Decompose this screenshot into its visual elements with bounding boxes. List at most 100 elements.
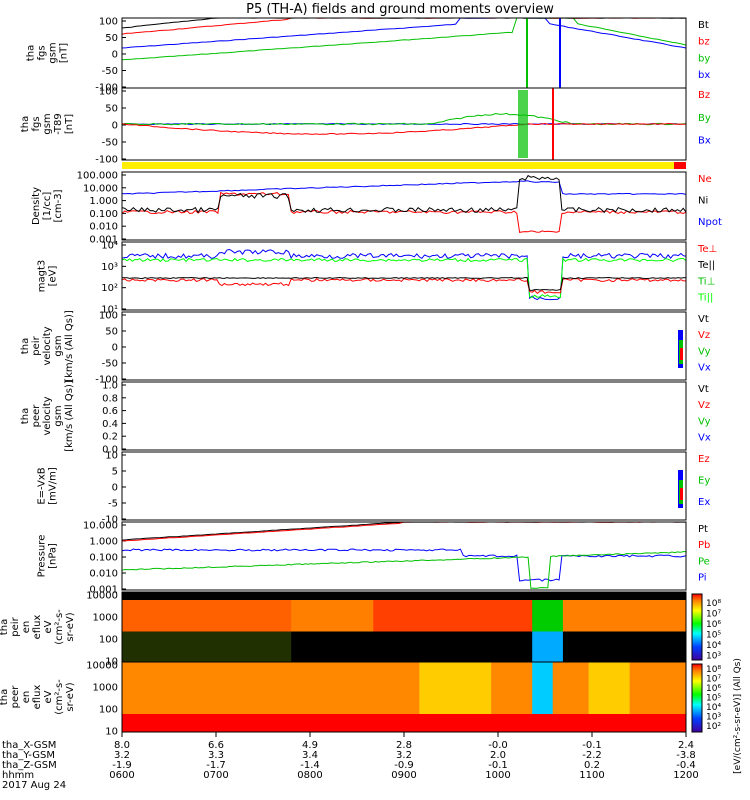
panel-content <box>122 592 687 662</box>
eflux-cell <box>127 631 133 662</box>
eflux-cell <box>639 631 646 662</box>
y-tick-label: 10.000 <box>83 521 118 532</box>
eflux-cell <box>132 600 138 632</box>
ylabel-line: peer <box>31 404 42 428</box>
ylabel-line: [km/s (All Qs)] <box>64 380 75 452</box>
y-tick-label: 0.010 <box>89 222 118 233</box>
eflux-cell <box>547 600 554 632</box>
eflux-cell <box>568 662 574 714</box>
x-tick-label: 0600 <box>109 770 134 781</box>
eflux-cell <box>552 631 559 662</box>
eflux-cell <box>378 600 384 632</box>
y-tick-label: 50 <box>105 33 118 44</box>
legend-bz: Bz <box>698 90 710 101</box>
eflux-cell <box>296 600 302 632</box>
eflux-cell <box>316 600 323 632</box>
y-tick-label: 0.8 <box>102 393 118 404</box>
y-tick-label: 10² <box>101 283 118 294</box>
eflux-cell <box>537 662 543 714</box>
eflux-cell <box>255 631 261 662</box>
legend-by: By <box>698 113 711 124</box>
eflux-cell <box>234 631 241 662</box>
eflux-cell <box>665 662 672 714</box>
eflux-cell <box>321 662 328 714</box>
eflux-cell <box>157 662 164 714</box>
y-tick-label: -100 <box>95 155 118 166</box>
eflux-cell <box>173 662 179 714</box>
x-tick-label: 3.3 <box>208 750 224 761</box>
legend-ti: Ti|| <box>697 292 713 303</box>
panel-content <box>678 470 683 508</box>
colorbar: 10⁸10⁷10⁶10⁵10⁴10³10⁸10⁷10⁶10⁵10⁴10³10²[… <box>691 593 743 774</box>
eflux-cell <box>347 662 354 714</box>
eflux-cell <box>383 631 390 662</box>
eflux-cell <box>619 600 625 632</box>
eflux-cell <box>193 600 200 632</box>
x-tick-label: 3.2 <box>114 750 130 761</box>
eflux-cell <box>260 600 267 632</box>
x-tick-label: -0.9 <box>394 760 414 771</box>
y-tick-label: 10 <box>105 657 118 668</box>
eflux-cell <box>137 662 144 714</box>
eflux-cell <box>424 631 431 662</box>
eflux-cell <box>368 631 374 662</box>
eflux-cell <box>506 662 513 714</box>
eflux-cell <box>280 631 287 662</box>
panel-ylabel: thapeerenefluxeV(cm²-s-sr-eV) <box>0 679 76 715</box>
eflux-cell <box>434 600 441 632</box>
colorbar-tick: 10⁸ <box>706 599 721 609</box>
eflux-cell <box>614 631 620 662</box>
x-tick-label: 1100 <box>579 770 604 781</box>
series-pi <box>121 548 687 582</box>
eflux-cell <box>532 631 538 662</box>
ylabel-line: gsm <box>42 113 53 134</box>
eflux-cell <box>337 662 343 714</box>
ylabel-line: eV <box>43 690 54 703</box>
eflux-cell <box>398 631 405 662</box>
eflux-cell <box>198 631 205 662</box>
eflux-cell <box>357 631 364 662</box>
eflux-cell <box>122 662 128 714</box>
ylabel-line: tha <box>26 45 37 61</box>
colorbar-tick: 10⁴ <box>706 703 721 713</box>
legend-ex: Ex <box>698 497 710 508</box>
legend-pe: Pe <box>698 556 710 567</box>
eflux-cell <box>629 662 636 714</box>
eflux-cell <box>460 662 467 714</box>
x-tick-label: 2.0 <box>490 750 506 761</box>
eflux-cell <box>624 662 631 714</box>
eflux-cell <box>347 631 354 662</box>
legend-bt: Bt <box>698 20 709 31</box>
eflux-cell <box>388 600 395 632</box>
eflux-cell <box>398 662 405 714</box>
eflux-cell <box>224 662 231 714</box>
eflux-cell <box>373 662 379 714</box>
eflux-cell <box>527 631 533 662</box>
eflux-cell <box>316 631 323 662</box>
eflux-cell <box>286 631 292 662</box>
eflux-cell <box>511 631 518 662</box>
eflux-cell <box>224 600 231 632</box>
panel-ylabel: Pressure[nPa] <box>37 535 59 578</box>
ylabel-line: fgs <box>37 45 48 60</box>
eflux-cell <box>450 600 456 632</box>
ylabel-line: peir <box>10 616 21 636</box>
panel-frame <box>121 451 687 521</box>
eflux-cell <box>480 631 487 662</box>
eflux-cell <box>475 600 482 632</box>
eflux-cell <box>270 600 277 632</box>
series-bx <box>121 17 687 49</box>
eflux-cell <box>660 662 666 714</box>
colorbar-tick: 10⁶ <box>706 684 721 694</box>
eflux-cell <box>352 631 359 662</box>
panel-peir-vel: thapeirvelocitygsm[km/s (All Qs)] 100 50 0 -… <box>20 310 711 385</box>
eflux-cell <box>583 600 590 632</box>
eflux-cell <box>306 600 313 632</box>
ylabel-line: (cm²-s- <box>54 679 65 715</box>
series-pt <box>121 521 686 541</box>
eflux-cell <box>506 600 513 632</box>
eflux-cell <box>214 600 220 632</box>
eflux-cell <box>362 662 369 714</box>
ylabel-line: [km/s (All Qs)] <box>64 310 75 382</box>
